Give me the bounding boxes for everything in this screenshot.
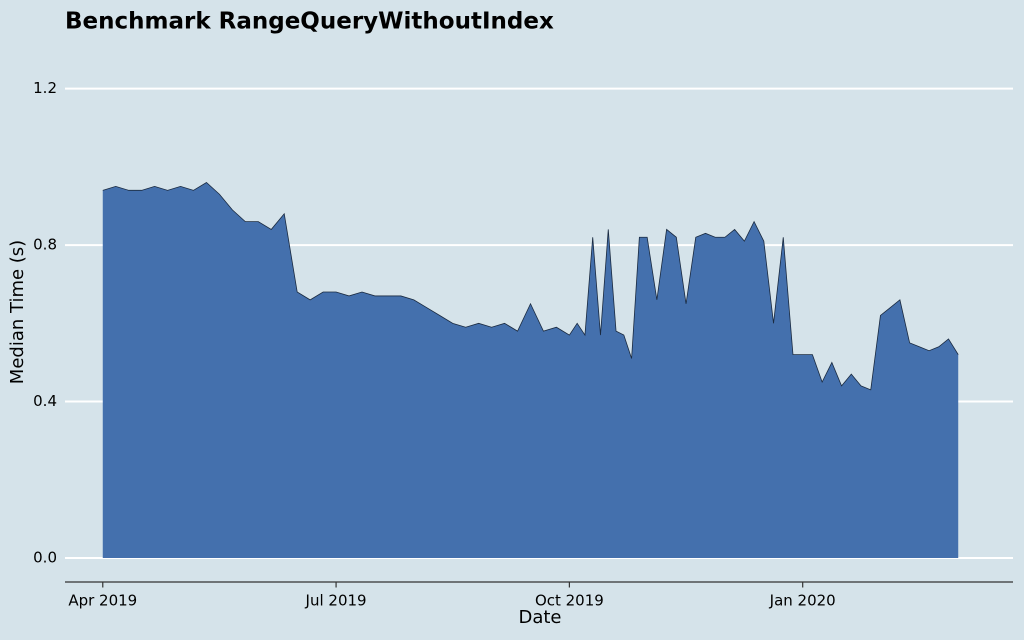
y-axis-title: Median Time (s): [7, 240, 28, 384]
y-tick-label: 0.4: [33, 392, 57, 410]
y-tick-label: 0.8: [33, 236, 57, 254]
y-tick-label: 1.2: [33, 79, 57, 97]
x-tick-label: Apr 2019: [68, 592, 137, 610]
area-outline: [102, 182, 959, 391]
x-tick-label: Oct 2019: [535, 592, 604, 610]
y-tick-label: 0.0: [33, 549, 57, 567]
area: [102, 182, 959, 559]
chart-title: Benchmark RangeQueryWithoutIndex: [65, 9, 554, 35]
x-axis-title: Date: [518, 607, 561, 628]
x-tick-label: Jul 2019: [305, 592, 367, 610]
x-tick-label: Jan 2020: [769, 592, 836, 610]
